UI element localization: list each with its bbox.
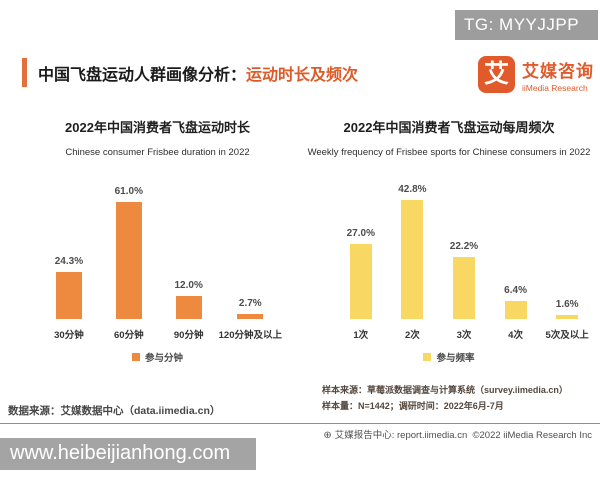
- sample-source-line: 样本来源：草莓派数据调查与计算系统（survey.iimedia.cn）: [322, 385, 568, 395]
- bar-column-3次: 22.2% 3次: [438, 182, 490, 345]
- bar-value-label: 27.0%: [346, 228, 375, 239]
- iimedia-logo-name-en: iiMedia Research: [522, 82, 588, 93]
- category-label: 3次: [456, 330, 472, 341]
- iimedia-logo-icon: 艾: [478, 56, 515, 93]
- bar-value-label: 1.6%: [555, 299, 579, 310]
- bar-column-90分钟: 12.0% 90分钟: [159, 182, 219, 345]
- bar-column-120分钟及以上: 2.7% 120分钟及以上: [219, 182, 282, 345]
- footer-divider: [0, 423, 600, 424]
- legend-label: 参与频率: [436, 353, 475, 364]
- duration-chart: 2022年中国消费者飞盘运动时长 Chinese consumer Frisbe…: [15, 112, 300, 364]
- bar-column-5次及以上: 1.6% 5次及以上: [541, 182, 593, 345]
- chart-title: 2022年中国消费者飞盘运动每周频次: [343, 120, 555, 135]
- bar-value-label: 24.3%: [54, 256, 84, 267]
- legend-label: 参与分钟: [144, 353, 183, 364]
- iimedia-logo-name-cn: 艾媒咨询: [522, 61, 594, 81]
- bar-column-4次: 6.4% 4次: [490, 182, 542, 345]
- sample-size-line: 样本量：N=1442；调研时间：2022年6月-7月: [322, 401, 504, 411]
- category-label: 5次及以上: [545, 330, 589, 341]
- bar-column-2次: 42.8% 2次: [387, 182, 439, 345]
- bar-60分钟: [115, 202, 142, 319]
- bar-column-1次: 27.0% 1次: [335, 182, 387, 345]
- iimedia-logo: 艾 艾媒咨询 iiMedia Research: [478, 56, 594, 93]
- page-title-highlight: 运动时长及频次: [246, 66, 359, 84]
- page-title: 中国飞盘运动人群画像分析：运动时长及频次: [38, 61, 358, 85]
- bar-1次: [349, 244, 372, 319]
- bar-4次: [504, 301, 527, 319]
- page-title-main: 中国飞盘运动人群画像分析：: [38, 66, 247, 84]
- bar-value-label: 6.4%: [504, 285, 527, 296]
- legend-swatch: [131, 353, 140, 361]
- chart-subtitle: Chinese consumer Frisbee duration in 202…: [65, 147, 250, 158]
- report-center-link: 艾媒报告中心: report.iimedia.cn: [334, 430, 468, 441]
- data-source-note: 数据来源：艾媒数据中心（data.iimedia.cn）: [8, 405, 221, 417]
- iimedia-logo-text: 艾媒咨询 iiMedia Research: [522, 57, 594, 93]
- chart-subtitle: Weekly frequency of Frisbee sports for C…: [307, 147, 591, 158]
- watermark-telegram: TG: MYYJJPP: [455, 10, 598, 40]
- footer-bar: ⊕ 艾媒报告中心: report.iimedia.cn ©2022 iiMedia…: [323, 427, 592, 441]
- chart-plot-area: 27.0% 1次 42.8% 2次 22.2% 3次 6.4% 4次 1.6% 5次及以上: [303, 182, 595, 345]
- bar-column-30分钟: 24.3% 30分钟: [39, 182, 99, 345]
- copyright-text: ©2022 iiMedia Research Inc: [472, 430, 592, 441]
- watermark-website: www.heibeijianhong.com: [0, 438, 256, 470]
- bar-30分钟: [55, 272, 82, 319]
- chart-legend: 参与频率: [303, 350, 595, 364]
- bar-value-label: 61.0%: [114, 186, 143, 197]
- chart-title: 2022年中国消费者飞盘运动时长: [65, 120, 250, 135]
- chart-plot-area: 24.3% 30分钟 61.0% 60分钟 12.0% 90分钟 2.7% 120分钟及以上: [15, 182, 300, 345]
- bar-120分钟及以上: [237, 314, 264, 319]
- category-label: 30分钟: [54, 330, 84, 341]
- report-header: 中国飞盘运动人群画像分析：运动时长及频次: [22, 58, 358, 87]
- bar-5次及以上: [556, 315, 579, 319]
- bar-90分钟: [175, 296, 202, 319]
- frequency-chart: 2022年中国消费者飞盘运动每周频次 Weekly frequency of F…: [303, 112, 595, 364]
- bar-value-label: 42.8%: [398, 184, 427, 195]
- category-label: 4次: [508, 330, 523, 341]
- bar-value-label: 2.7%: [238, 298, 262, 309]
- category-label: 60分钟: [114, 330, 144, 341]
- category-label: 120分钟及以上: [218, 330, 282, 341]
- title-accent-bar: [22, 58, 27, 87]
- chart-legend: 参与分钟: [15, 350, 300, 364]
- category-label: 2次: [404, 330, 420, 341]
- globe-icon: ⊕: [323, 430, 332, 441]
- bar-value-label: 22.2%: [449, 241, 479, 252]
- bar-2次: [401, 200, 424, 319]
- legend-swatch: [423, 353, 432, 361]
- bar-value-label: 12.0%: [174, 280, 203, 291]
- bar-3次: [452, 257, 475, 319]
- category-label: 1次: [353, 330, 369, 341]
- bar-column-60分钟: 61.0% 60分钟: [99, 182, 159, 345]
- category-label: 90分钟: [173, 330, 204, 341]
- sample-source-note: 样本来源：草莓派数据调查与计算系统（survey.iimedia.cn） 样本量…: [322, 382, 568, 414]
